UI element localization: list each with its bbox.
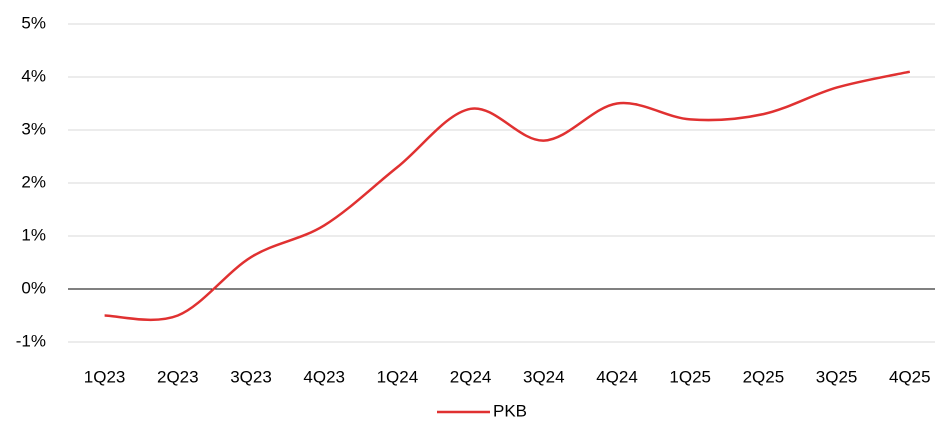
y-tick-label: 0% — [21, 278, 46, 297]
x-tick-label: 2Q24 — [450, 367, 492, 386]
y-tick-label: 1% — [21, 225, 46, 244]
x-tick-label: 3Q23 — [230, 367, 272, 386]
x-tick-label: 3Q24 — [523, 367, 565, 386]
y-tick-label: 4% — [21, 66, 46, 85]
y-tick-label: 2% — [21, 172, 46, 191]
x-tick-label: 1Q25 — [669, 367, 711, 386]
x-tick-label: 1Q24 — [377, 367, 419, 386]
series-line — [104, 70, 911, 322]
x-tick-label: 3Q25 — [816, 367, 858, 386]
x-tick-label: 4Q24 — [596, 367, 638, 386]
x-tick-label: 2Q25 — [743, 367, 785, 386]
x-tick-label: 4Q25 — [889, 367, 931, 386]
legend-label: PKB — [493, 401, 527, 420]
y-tick-label: -1% — [16, 331, 46, 350]
y-tick-label: 5% — [21, 13, 46, 32]
x-tick-label: 2Q23 — [157, 367, 199, 386]
x-tick-label: 4Q23 — [303, 367, 345, 386]
y-tick-label: 3% — [21, 119, 46, 138]
x-tick-label: 1Q23 — [84, 367, 126, 386]
